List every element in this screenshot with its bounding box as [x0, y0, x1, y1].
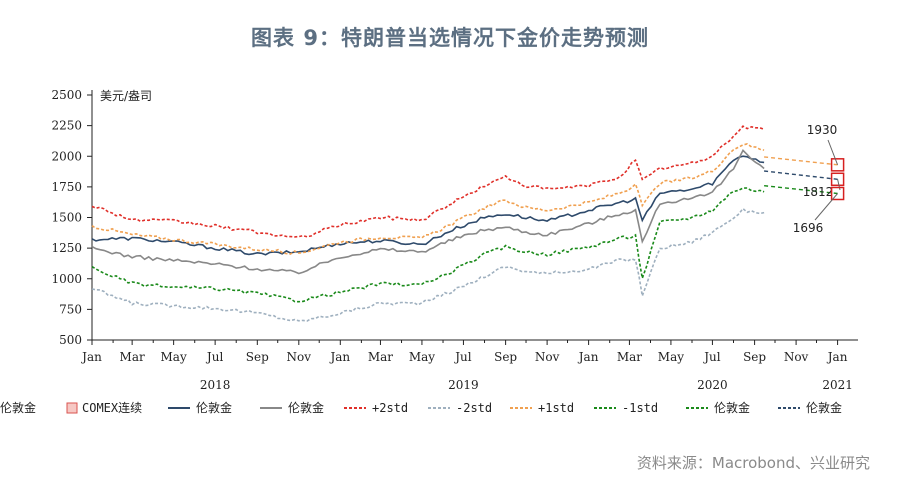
y-tick-label: 750 [59, 302, 82, 316]
x-tick-label: Nov [784, 350, 809, 364]
x-tick-label: Jul [702, 350, 721, 364]
axes: 美元/盎司 500 750 1000 1250 1500 1750 2000 2250 2500 J… [51, 88, 858, 392]
legend-item: +2std [344, 401, 408, 415]
chart-title: 图表 9：特朗普当选情况下金价走势预测 [251, 26, 649, 50]
x-tick-label: Jan [577, 350, 599, 364]
source-note: 资料来源：Macrobond、兴业研究 [636, 454, 870, 472]
legend-swatch [66, 402, 78, 414]
x-tick-label: Sep [743, 350, 766, 364]
series-line [91, 125, 765, 238]
legend-label: 伦敦金 [288, 400, 324, 415]
year-label: 2020 [697, 378, 728, 392]
series-line [91, 149, 765, 275]
annotation-label: 1930 [807, 123, 838, 137]
callout-line [814, 193, 838, 221]
legend-item: -1std [594, 401, 658, 415]
legend-label: 伦敦金 [806, 400, 842, 415]
legend-label: +2std [372, 401, 408, 415]
y-tick-label: 2250 [51, 119, 82, 133]
series-line [764, 156, 838, 166]
x-tick-label: Mar [120, 350, 145, 364]
x-tick-label: May [161, 350, 187, 364]
legend-item: 伦敦金 [778, 400, 842, 415]
series-line [91, 155, 765, 256]
legend-label: -1std [622, 401, 658, 415]
year-label: 2019 [448, 378, 479, 392]
x-tick-label: Mar [368, 350, 393, 364]
legend-label: COMEX连续 [82, 400, 142, 415]
y-tick-label: 500 [59, 333, 82, 347]
series-line [764, 170, 838, 180]
x-tick-label: Jul [205, 350, 224, 364]
x-tick-label: May [409, 350, 435, 364]
annotation-label: 1696 [793, 221, 824, 235]
callout-line [827, 139, 839, 166]
y-unit-label: 美元/盎司 [100, 89, 152, 103]
series-line [91, 207, 765, 322]
x-tick-label: Jan [826, 350, 848, 364]
x-tick-label: Jul [453, 350, 472, 364]
legend-item: 伦敦金 [168, 400, 232, 415]
legend-item: COMEX连续 [66, 400, 142, 415]
legend-item: +1std [510, 401, 574, 415]
x-tick-label: Jan [80, 350, 102, 364]
series-line [764, 185, 838, 195]
y-tick-label: 1250 [51, 241, 82, 255]
projection-marker [830, 186, 845, 201]
year-label: 2021 [822, 378, 853, 392]
y-tick-label: 1000 [51, 272, 82, 286]
legend-item: 伦敦金 [260, 400, 324, 415]
x-tick-label: Nov [535, 350, 560, 364]
legend-label: 伦敦金 [196, 400, 232, 415]
legend-label: 伦敦金 [714, 400, 750, 415]
y-tick-label: 1500 [51, 211, 82, 225]
y-tick-label: 2000 [51, 149, 82, 163]
legend-item: -2std [428, 401, 492, 415]
legend-label: 伦敦金 [0, 400, 36, 415]
legend: COMEX连续 伦敦金 伦敦金 +2std -2std +1std -1std 伦敦金 伦敦金 伦… [0, 400, 842, 415]
annotation-label: 1812 [803, 185, 834, 199]
x-tick-label: Nov [287, 350, 312, 364]
x-tick-label: Mar [617, 350, 642, 364]
legend-label: +1std [538, 401, 574, 415]
x-tick-label: Sep [246, 350, 269, 364]
x-tick-label: Sep [494, 350, 517, 364]
x-tick-label: May [658, 350, 684, 364]
legend-label: -2std [456, 401, 492, 415]
projection-marker [830, 172, 845, 187]
plot-area [91, 125, 838, 322]
series-line [91, 187, 765, 303]
y-tick-label: 2500 [51, 88, 82, 102]
y-tick-label: 1750 [51, 180, 82, 194]
legend-item: 伦敦金 [0, 400, 36, 415]
series-line [91, 143, 765, 255]
annotations: 1930 1812 1696 [793, 123, 845, 235]
year-label: 2018 [200, 378, 231, 392]
x-tick-label: Jan [328, 350, 350, 364]
legend-item: 伦敦金 [686, 400, 750, 415]
projection-marker [830, 158, 845, 172]
